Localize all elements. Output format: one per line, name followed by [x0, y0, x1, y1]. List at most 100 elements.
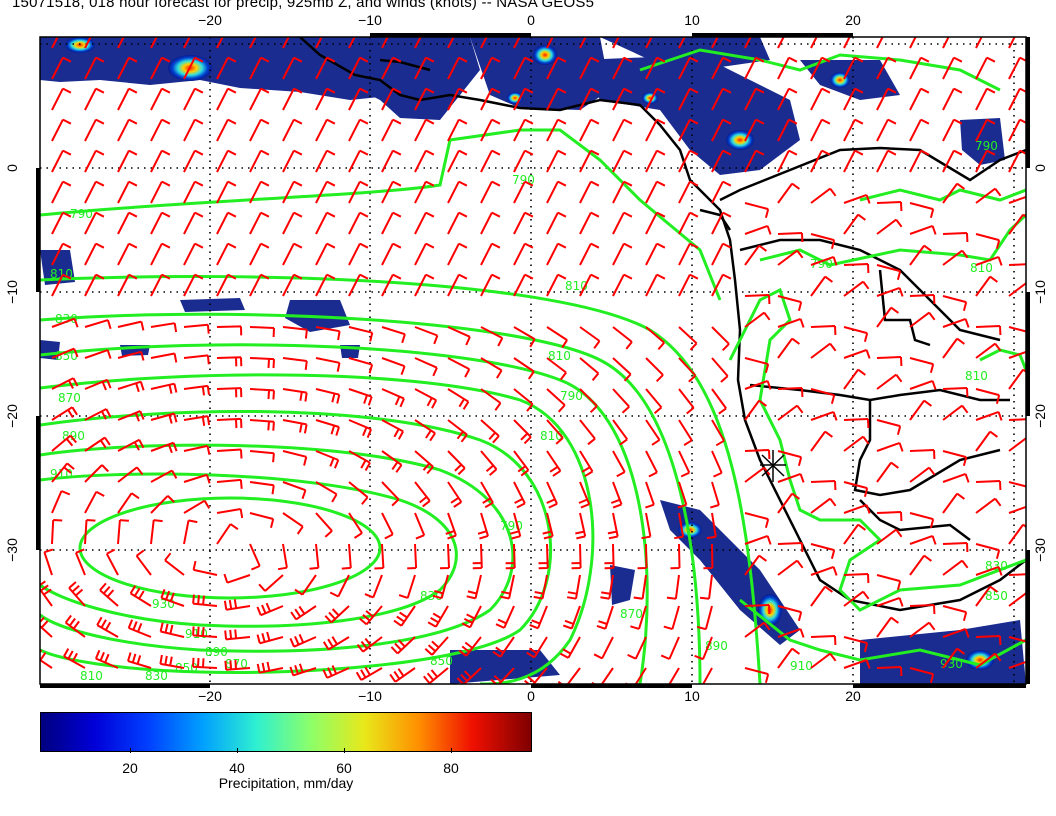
- wind-barb: [579, 357, 600, 381]
- contour-label: 910: [790, 659, 813, 673]
- wind-barb: [645, 149, 666, 173]
- wind-barb: [612, 419, 629, 446]
- wind-barb: [513, 211, 534, 235]
- wind-barb: [381, 273, 402, 297]
- wind-barb: [810, 255, 838, 266]
- wind-barb: [456, 667, 482, 684]
- wind-barb: [975, 342, 1002, 359]
- wind-barb: [477, 512, 489, 540]
- wind-barb: [216, 387, 243, 398]
- wind-barb: [216, 478, 243, 489]
- wind-barb: [744, 244, 767, 266]
- wind-barb: [282, 512, 304, 535]
- wind-barb: [51, 211, 72, 235]
- wind-barb: [315, 512, 333, 538]
- wind-barb: [670, 543, 681, 570]
- wind-barb: [117, 466, 144, 483]
- wind-barb: [282, 326, 308, 339]
- wind-barb: [593, 636, 614, 660]
- wind-barb: [447, 326, 471, 346]
- wind-barb: [64, 614, 86, 638]
- wind-barb: [777, 295, 803, 312]
- wind-barb: [546, 273, 567, 297]
- wind-barb: [975, 56, 996, 80]
- wind-barb: [696, 605, 713, 631]
- wind-barb: [546, 56, 567, 80]
- wind-barb: [744, 379, 772, 390]
- contour-label: 850: [55, 349, 78, 363]
- wind-barb: [447, 481, 463, 508]
- wind-barb: [63, 648, 86, 669]
- wind-barb: [447, 149, 468, 173]
- wind-barb: [381, 180, 402, 204]
- wind-barb: [975, 325, 1002, 336]
- wind-barb: [777, 337, 800, 359]
- lon-tick-top: 20: [845, 12, 861, 28]
- wind-barb: [692, 667, 713, 684]
- wind-barb: [711, 326, 730, 352]
- lon-tick-top: 0: [527, 12, 535, 28]
- wind-barb: [843, 590, 870, 607]
- wind-barb: [458, 636, 482, 657]
- wind-barb: [150, 87, 171, 111]
- wind-barb: [843, 193, 871, 204]
- wind-barb: [810, 635, 837, 646]
- wind-barb: [777, 647, 800, 669]
- wind-barb: [942, 492, 965, 514]
- wind-barb: [150, 412, 178, 424]
- colorbar-tick-mark: [237, 748, 238, 753]
- wind-barb: [645, 450, 658, 478]
- wind-barb: [612, 149, 633, 173]
- wind-barb: [183, 56, 204, 80]
- wind-barb: [678, 388, 695, 415]
- wind-barb: [645, 56, 666, 80]
- wind-barb: [513, 388, 534, 412]
- wind-barb: [612, 388, 630, 414]
- wind-barb: [117, 438, 145, 452]
- wind-barb: [641, 512, 652, 540]
- lon-tick-bottom: −10: [358, 688, 382, 704]
- wind-barb: [1008, 505, 1026, 514]
- wind-barb: [216, 356, 243, 367]
- contour-label: 870: [620, 607, 643, 621]
- wind-barb: [678, 357, 697, 383]
- wind-barb: [810, 565, 838, 576]
- wind-barb: [480, 211, 501, 235]
- wind-barb: [777, 56, 798, 80]
- wind-barb: [117, 211, 138, 235]
- wind-barb: [447, 211, 468, 235]
- wind-barb: [975, 149, 996, 173]
- wind-barb: [909, 294, 936, 305]
- wind-barb: [348, 388, 373, 406]
- wind-barb: [694, 636, 713, 661]
- wind-barb: [223, 573, 251, 584]
- wind-barb: [744, 534, 772, 545]
- wind-barb: [612, 56, 633, 80]
- wind-barb: [359, 605, 383, 626]
- wind-barb: [559, 636, 581, 659]
- wind-barb: [398, 574, 416, 599]
- wind-barb: [810, 233, 836, 250]
- wind-barb: [315, 450, 340, 469]
- wind-barb: [51, 317, 79, 328]
- wind-barb: [744, 512, 770, 529]
- wind-barb: [414, 149, 435, 173]
- wind-barb: [777, 387, 804, 398]
- wind-barb: [414, 180, 435, 204]
- colorbar-tick-label: 80: [443, 760, 459, 776]
- wind-barb: [843, 326, 869, 343]
- wind-barb: [942, 87, 963, 111]
- wind-barb: [513, 87, 534, 111]
- wind-barb: [909, 149, 930, 173]
- wind-barb: [942, 542, 969, 553]
- wind-barb: [744, 667, 770, 684]
- wind-barb: [909, 534, 937, 545]
- wind-barb: [546, 450, 562, 477]
- wind-barb: [381, 357, 406, 376]
- contour-label: 790: [70, 207, 93, 221]
- wind-barb: [84, 408, 112, 421]
- contour-labels: 790 790 810 810 830 850 870 890 910 930 …: [50, 139, 1008, 683]
- wind-barb: [381, 326, 406, 344]
- wind-barb: [356, 636, 383, 653]
- wind-barb: [596, 605, 614, 630]
